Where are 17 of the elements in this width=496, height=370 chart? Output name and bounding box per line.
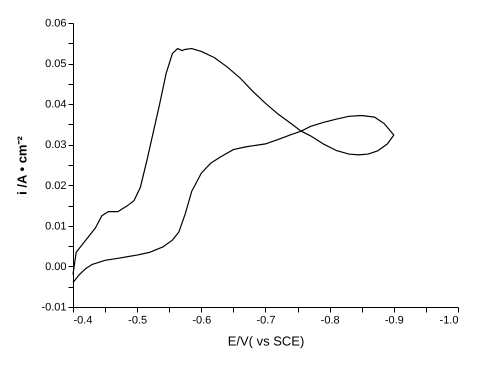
y-axis-title: i /A • cm⁻²	[14, 136, 30, 195]
y-tick-label: 0.06	[45, 18, 66, 30]
x-tick-label: -0.7	[256, 314, 276, 326]
x-axis-title: E/V( vs SCE)	[228, 334, 304, 348]
y-tick-label: 0.04	[45, 98, 66, 111]
y-tick-label: 0.00	[45, 260, 66, 273]
x-tick-label: -0.9	[384, 314, 404, 326]
y-tick-label: 0.05	[45, 58, 66, 70]
y-tick-label: 0.02	[45, 180, 66, 192]
y-tick-label: 0.03	[45, 139, 66, 152]
x-tick-label: -0.4	[74, 314, 92, 326]
y-tick-label: -0.01	[41, 302, 66, 314]
y-tick-label: 0.01	[45, 220, 66, 232]
x-tick-label: -0.5	[128, 314, 148, 326]
x-tick-label: -0.8	[320, 314, 340, 326]
x-tick-label: -1.0	[440, 314, 458, 326]
x-tick-label: -0.6	[192, 314, 212, 326]
